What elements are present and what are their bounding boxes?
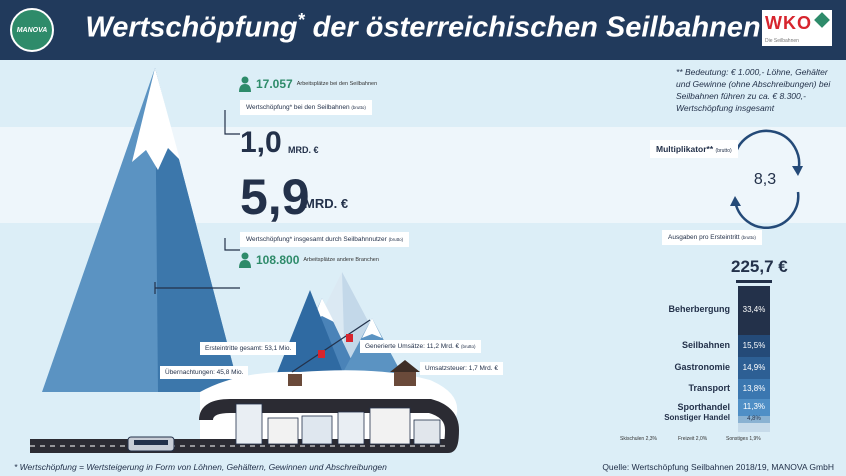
value-seilbahnen: 1,0 bbox=[240, 126, 282, 159]
building bbox=[267, 417, 299, 445]
bar-category-label: Beherbergung bbox=[668, 304, 730, 315]
tag-umsaetze: Generierte Umsätze: 11,2 Mrd. € (brutto) bbox=[360, 340, 481, 353]
minor-category-label: Skischulen 2,3% bbox=[620, 436, 657, 442]
bar-value-label: 4,8% bbox=[747, 415, 761, 422]
manova-logo: MANOVA bbox=[10, 8, 54, 52]
cable-line bbox=[291, 319, 371, 373]
chalet bbox=[394, 370, 416, 386]
tag-uebernachtungen: Übernachtungen: 45,8 Mio. bbox=[160, 366, 249, 379]
bar-segment-transport: 13,8% bbox=[738, 379, 770, 400]
tag-wertschoepfung-seilbahnen: Wertschöpfung* bei den Seilbahnen (brutt… bbox=[240, 100, 372, 115]
multiplier-label: Multiplikator** (brutto) bbox=[650, 140, 738, 158]
spending-label: Ausgaben pro Ersteintritt (brutto) bbox=[662, 230, 762, 245]
page-title: Wertschöpfung* der österreichischen Seil… bbox=[85, 10, 761, 44]
building bbox=[235, 403, 263, 445]
minor-category-label: Freizeit 2,0% bbox=[678, 436, 708, 442]
value-insgesamt: 5,9 bbox=[240, 169, 310, 225]
unit-seilbahnen: MRD. € bbox=[288, 145, 319, 155]
bar-segment-sonstiger-handel: 4,8% bbox=[738, 415, 770, 423]
jobs-andere: 108.800 Arbeitsplätze andere Branchen bbox=[238, 252, 379, 268]
gondola bbox=[318, 350, 325, 358]
bar-segment-rest bbox=[738, 422, 770, 432]
footnote: * Wertschöpfung = Wertsteigerung in Form… bbox=[14, 462, 387, 472]
person-icon bbox=[239, 252, 251, 268]
bar-category-label: Seilbahnen bbox=[681, 340, 730, 351]
spending-divider bbox=[736, 280, 772, 283]
header-bar: MANOVA Wertschöpfung* der österreichisch… bbox=[0, 0, 846, 60]
building bbox=[413, 419, 441, 445]
source-note: Quelle: Wertschöpfung Seilbahnen 2018/19… bbox=[602, 462, 834, 472]
tag-wertschoepfung-insgesamt: Wertschöpfung* insgesamt durch Seilbahnn… bbox=[240, 232, 410, 247]
person-icon bbox=[239, 76, 251, 92]
tag-ersteintritte: Ersteintritte gesamt: 53,1 Mio. bbox=[200, 342, 297, 355]
minor-category-label: Sonstiges 1,9% bbox=[726, 436, 761, 442]
road bbox=[30, 399, 460, 453]
building bbox=[369, 407, 411, 445]
bar-value-label: 11,3% bbox=[742, 402, 766, 412]
bar-segment-beherbergung: 33,4% bbox=[738, 286, 770, 335]
multiplier-value: 8,3 bbox=[753, 171, 777, 188]
multiplier-note: ** Bedeutung: € 1.000,- Löhne, Gehälter … bbox=[676, 67, 831, 113]
bar-value-label: 13,8% bbox=[742, 384, 766, 394]
wko-logo: WKO Die Seilbahnen bbox=[762, 10, 832, 46]
big-mountain-snow bbox=[132, 68, 180, 170]
bar-category-label: Transport bbox=[688, 383, 730, 394]
gondola bbox=[346, 334, 353, 342]
bar-segment-seilbahnen: 15,5% bbox=[738, 334, 770, 358]
mountain bbox=[362, 318, 382, 338]
unit-insgesamt: MRD. € bbox=[304, 196, 349, 211]
jobs-seilbahnen: 17.057 Arbeitsplätze bei den Seilbahnen bbox=[238, 76, 377, 92]
cycle-arrow bbox=[733, 129, 801, 173]
mountain bbox=[275, 290, 345, 378]
wko-logo-mark-icon bbox=[814, 12, 830, 28]
bar-category-label: Gastronomie bbox=[674, 362, 730, 373]
bar-category-label: Sporthandel bbox=[677, 401, 730, 412]
bar-value-label: 33,4% bbox=[742, 305, 766, 314]
bar-segment-gastronomie: 14,9% bbox=[738, 357, 770, 380]
chalet bbox=[288, 374, 302, 386]
leader-line bbox=[224, 110, 240, 135]
building bbox=[301, 415, 333, 445]
bar-value-label: 14,9% bbox=[742, 363, 766, 373]
bar-category-label: Sonstiger Handel bbox=[664, 413, 730, 423]
cycle-arrow bbox=[733, 191, 800, 229]
spending-total: 225,7 € bbox=[731, 257, 788, 276]
bar-value-label: 15,5% bbox=[742, 340, 766, 350]
building bbox=[337, 411, 365, 445]
bar-segment-sporthandel: 11,3% bbox=[738, 399, 770, 416]
leader-line bbox=[224, 238, 240, 251]
tag-umsatzsteuer: Umsatzsteuer: 1,7 Mrd. € bbox=[420, 362, 503, 375]
